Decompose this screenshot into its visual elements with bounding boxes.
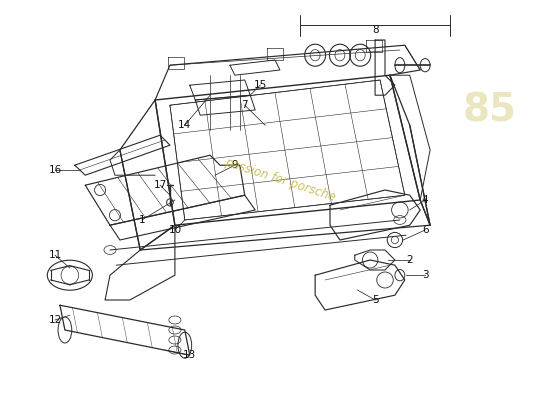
Text: 4: 4 — [422, 195, 428, 205]
Text: 15: 15 — [254, 80, 267, 90]
Text: 12: 12 — [48, 315, 62, 325]
Text: 2: 2 — [406, 255, 413, 265]
Text: 5: 5 — [372, 295, 378, 305]
Text: passion for porsche: passion for porsche — [223, 156, 337, 204]
Text: 6: 6 — [422, 225, 428, 235]
Text: 7: 7 — [241, 100, 248, 110]
Text: 1: 1 — [139, 215, 145, 225]
Text: 10: 10 — [168, 225, 182, 235]
Text: 11: 11 — [48, 250, 62, 260]
Text: 3: 3 — [422, 270, 428, 280]
Text: 9: 9 — [232, 160, 238, 170]
Text: 14: 14 — [178, 120, 191, 130]
Text: 17: 17 — [153, 180, 167, 190]
Text: 16: 16 — [48, 165, 62, 175]
Text: 8: 8 — [372, 25, 378, 35]
Text: 13: 13 — [183, 350, 196, 360]
Text: 85: 85 — [463, 91, 517, 129]
